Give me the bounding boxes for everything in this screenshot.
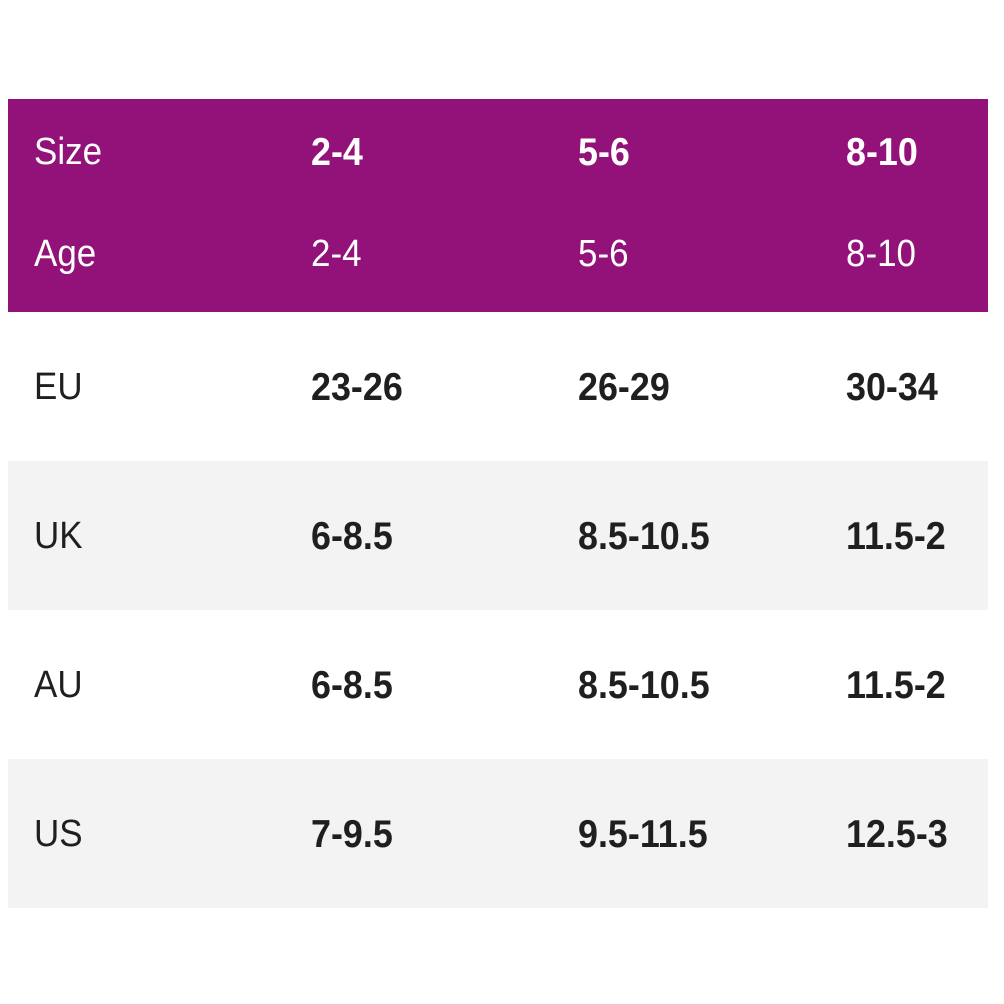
age-label: Age bbox=[34, 233, 97, 275]
row-label: UK bbox=[34, 515, 83, 557]
table-row-uk: UK 6-8.5 8.5-10.5 11.5-2 bbox=[8, 461, 988, 610]
row-value: 6-8.5 bbox=[311, 515, 393, 558]
size-value: 5-6 bbox=[578, 131, 630, 174]
age-value: 2-4 bbox=[311, 233, 362, 275]
size-value: 8-10 bbox=[846, 131, 918, 174]
row-value: 6-8.5 bbox=[311, 664, 393, 707]
row-label: EU bbox=[34, 366, 83, 408]
row-label: US bbox=[34, 813, 83, 855]
table-row-us: US 7-9.5 9.5-11.5 12.5-3 bbox=[8, 759, 988, 908]
row-value: 9.5-11.5 bbox=[578, 813, 708, 856]
age-value: 5-6 bbox=[578, 233, 629, 275]
table-header: Size 2-4 5-6 8-10 Age 2-4 5-6 8-10 bbox=[8, 99, 988, 312]
table-row-au: AU 6-8.5 8.5-10.5 11.5-2 bbox=[8, 610, 988, 759]
age-value: 8-10 bbox=[846, 233, 916, 275]
row-value: 11.5-2 bbox=[846, 515, 946, 558]
row-value: 11.5-2 bbox=[846, 664, 946, 707]
size-label: Size bbox=[34, 131, 103, 173]
row-label: AU bbox=[34, 664, 83, 706]
row-value: 12.5-3 bbox=[846, 813, 948, 856]
size-chart-table: Size 2-4 5-6 8-10 Age 2-4 5-6 8-10 EU 23… bbox=[8, 99, 988, 908]
row-value: 26-29 bbox=[578, 366, 670, 409]
row-value: 8.5-10.5 bbox=[578, 515, 710, 558]
row-value: 30-34 bbox=[846, 366, 938, 409]
table-row-eu: EU 23-26 26-29 30-34 bbox=[8, 312, 988, 461]
row-value: 23-26 bbox=[311, 366, 403, 409]
size-value: 2-4 bbox=[311, 131, 363, 174]
row-value: 8.5-10.5 bbox=[578, 664, 710, 707]
row-value: 7-9.5 bbox=[311, 813, 393, 856]
